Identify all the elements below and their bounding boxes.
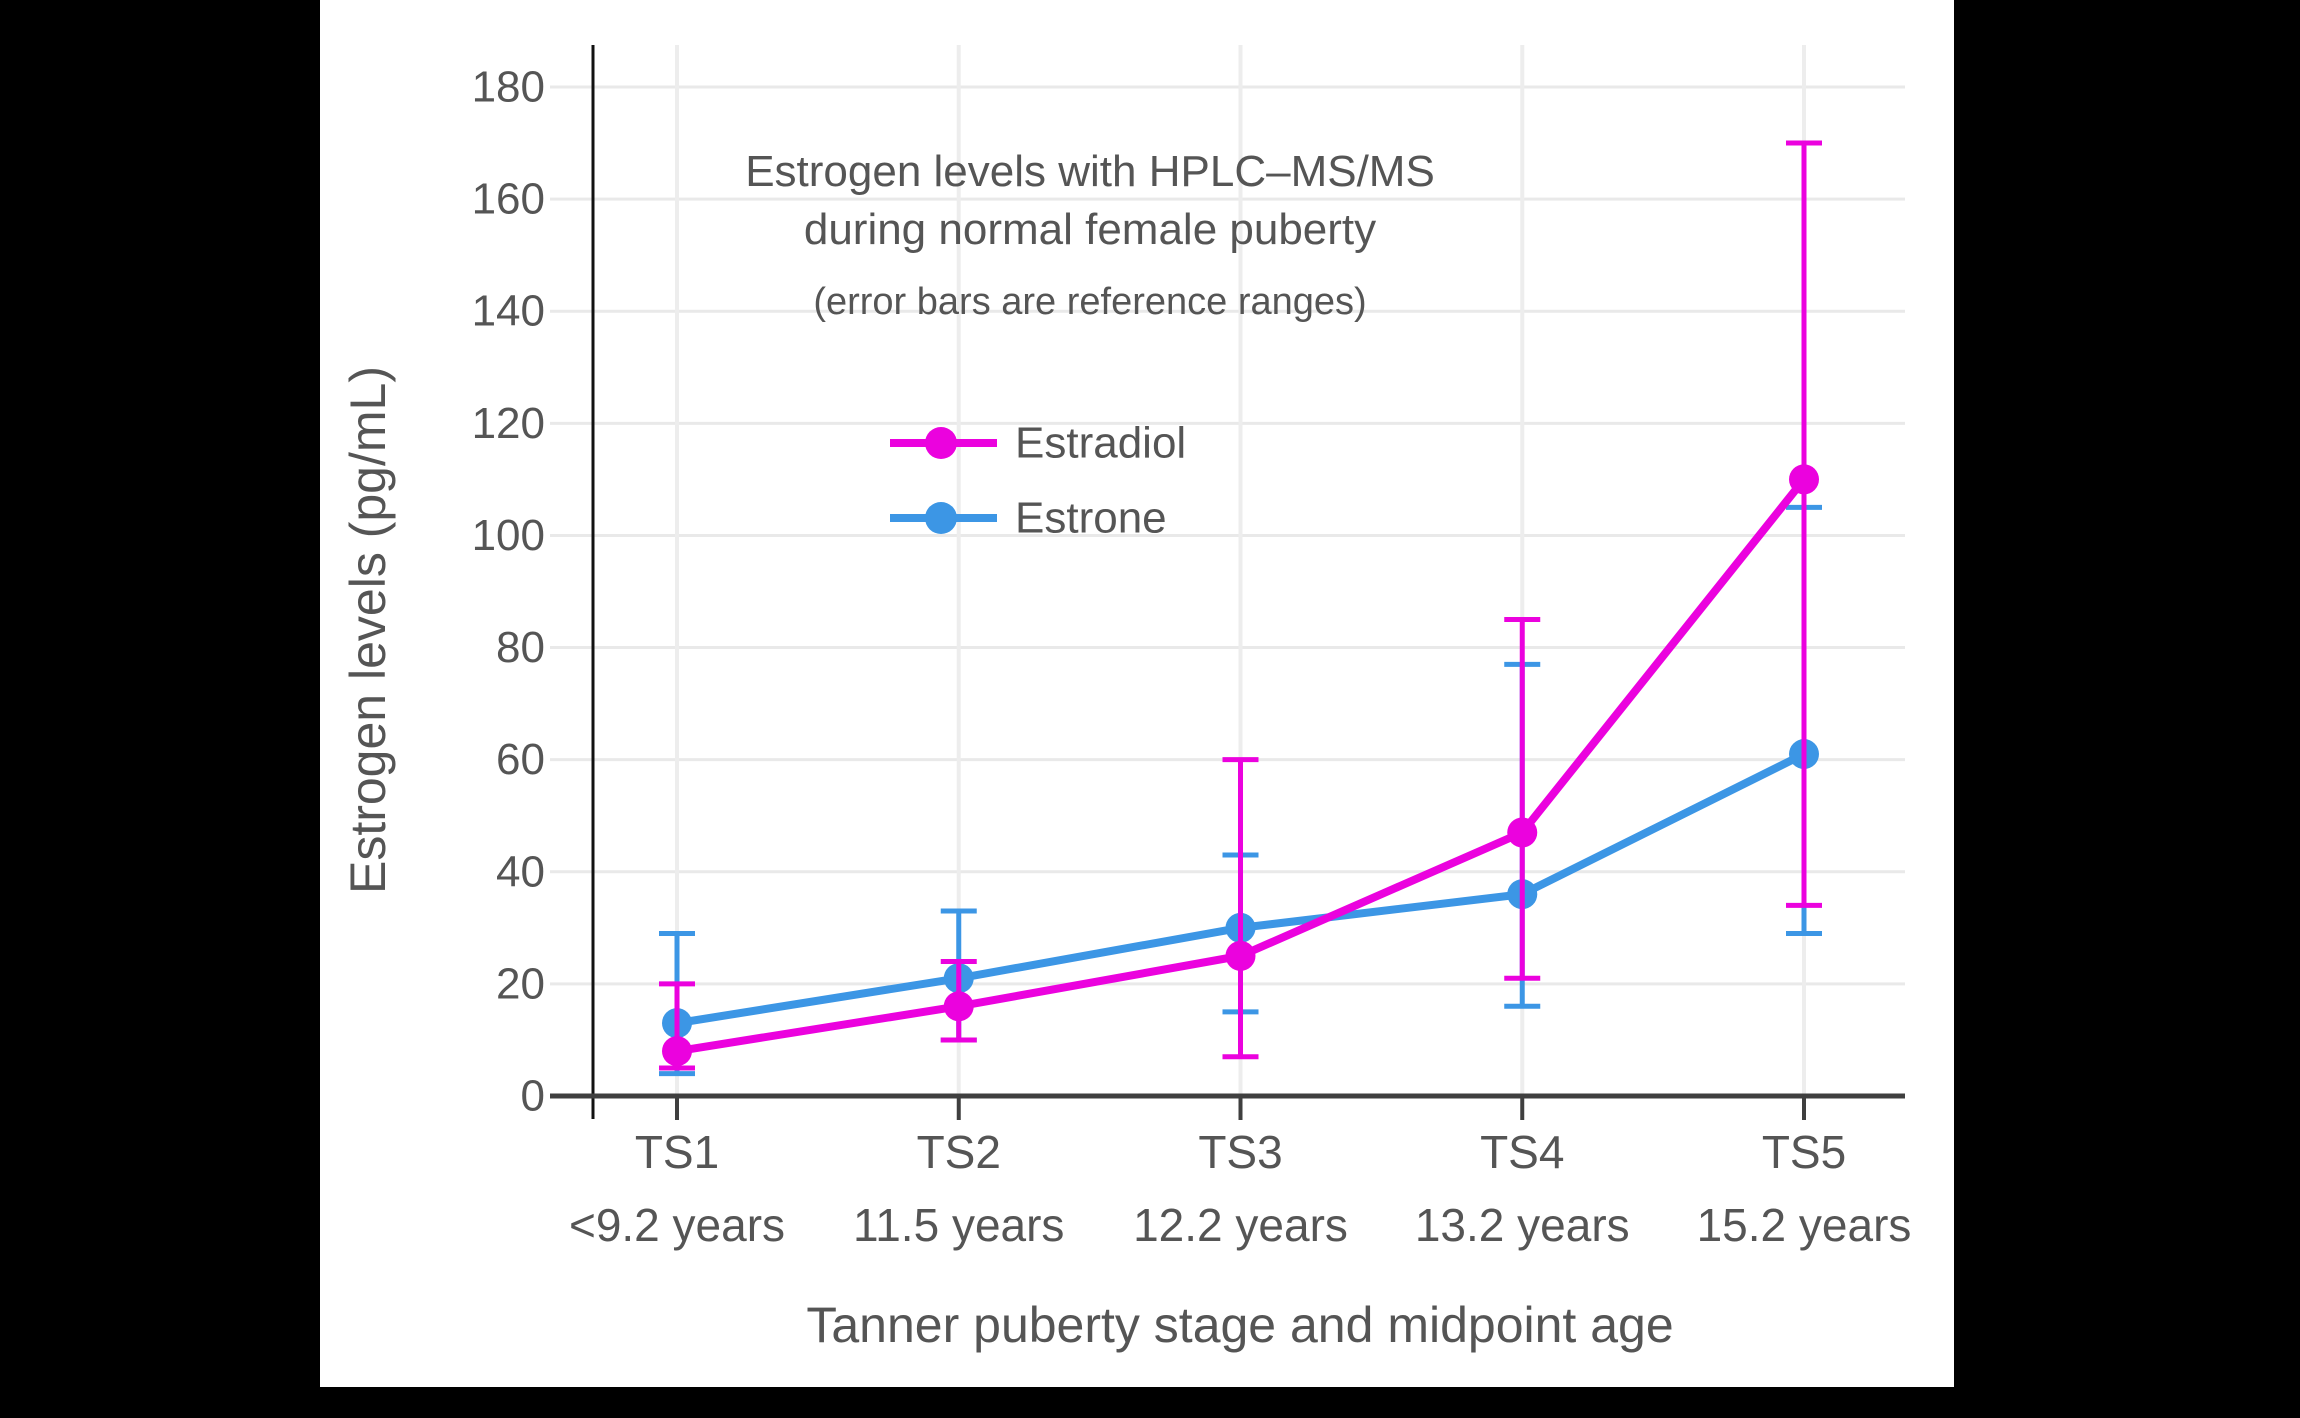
estrone-legend-label: Estrone	[1015, 494, 1167, 543]
legend-item-estrone: Estrone	[890, 494, 1167, 543]
legend: Estradiol Estrone	[890, 419, 1186, 543]
estradiol-legend-label: Estradiol	[1015, 419, 1186, 468]
y-tick-label-80: 80	[496, 623, 545, 672]
gridlines	[550, 45, 1905, 1096]
y-tick-label-0: 0	[521, 1072, 545, 1121]
data-series	[659, 140, 1822, 1077]
x-tick-label-TS4: TS4	[1480, 1126, 1564, 1178]
estradiol-point-TS5	[1789, 464, 1819, 495]
y-tick-label-180: 180	[472, 62, 545, 111]
axes	[550, 45, 1905, 1120]
x-tick-label-TS1: TS1	[635, 1126, 719, 1178]
y-tick-label-120: 120	[472, 399, 545, 448]
y-tick-label-20: 20	[496, 959, 545, 1008]
y-tick-label-100: 100	[472, 511, 545, 560]
tick-labels: 0 20 40 60 80 100 120 140 160 180 TS1 <9.2 years TS2…	[472, 62, 1912, 1251]
x-tick-label-TS3: TS3	[1198, 1126, 1282, 1178]
y-tick-label-40: 40	[496, 847, 545, 896]
chart-subtitle: (error bars are reference ranges)	[813, 281, 1366, 323]
y-tick-label-60: 60	[496, 735, 545, 784]
chart-title-line2: during normal female puberty	[804, 205, 1376, 254]
x-tick-label-TS2: TS2	[917, 1126, 1001, 1178]
estrone-legend-marker	[925, 502, 957, 534]
y-tick-label-140: 140	[472, 287, 545, 336]
x-age-label-TS3: 12.2 years	[1133, 1199, 1348, 1251]
x-age-label-TS5: 15.2 years	[1697, 1199, 1912, 1251]
x-age-label-TS4: 13.2 years	[1415, 1199, 1630, 1251]
chart-title-line1: Estrogen levels with HPLC–MS/MS	[745, 147, 1435, 196]
x-age-label-TS2: 11.5 years	[853, 1199, 1064, 1251]
x-age-label-TS1: <9.2 years	[569, 1199, 785, 1251]
estradiol-point-TS1	[662, 1036, 692, 1067]
estradiol-point-TS4	[1507, 817, 1538, 848]
y-axis-title: Estrogen levels (pg/mL)	[340, 366, 396, 894]
y-tick-label-160: 160	[472, 175, 545, 224]
estradiol-point-TS3	[1225, 940, 1256, 971]
x-tick-label-TS5: TS5	[1762, 1126, 1846, 1178]
series-estradiol	[659, 140, 1822, 1071]
x-axis-title: Tanner puberty stage and midpoint age	[806, 1297, 1673, 1353]
estradiol-legend-marker	[925, 427, 957, 459]
legend-item-estradiol: Estradiol	[890, 419, 1186, 468]
estradiol-point-TS2	[943, 991, 974, 1022]
